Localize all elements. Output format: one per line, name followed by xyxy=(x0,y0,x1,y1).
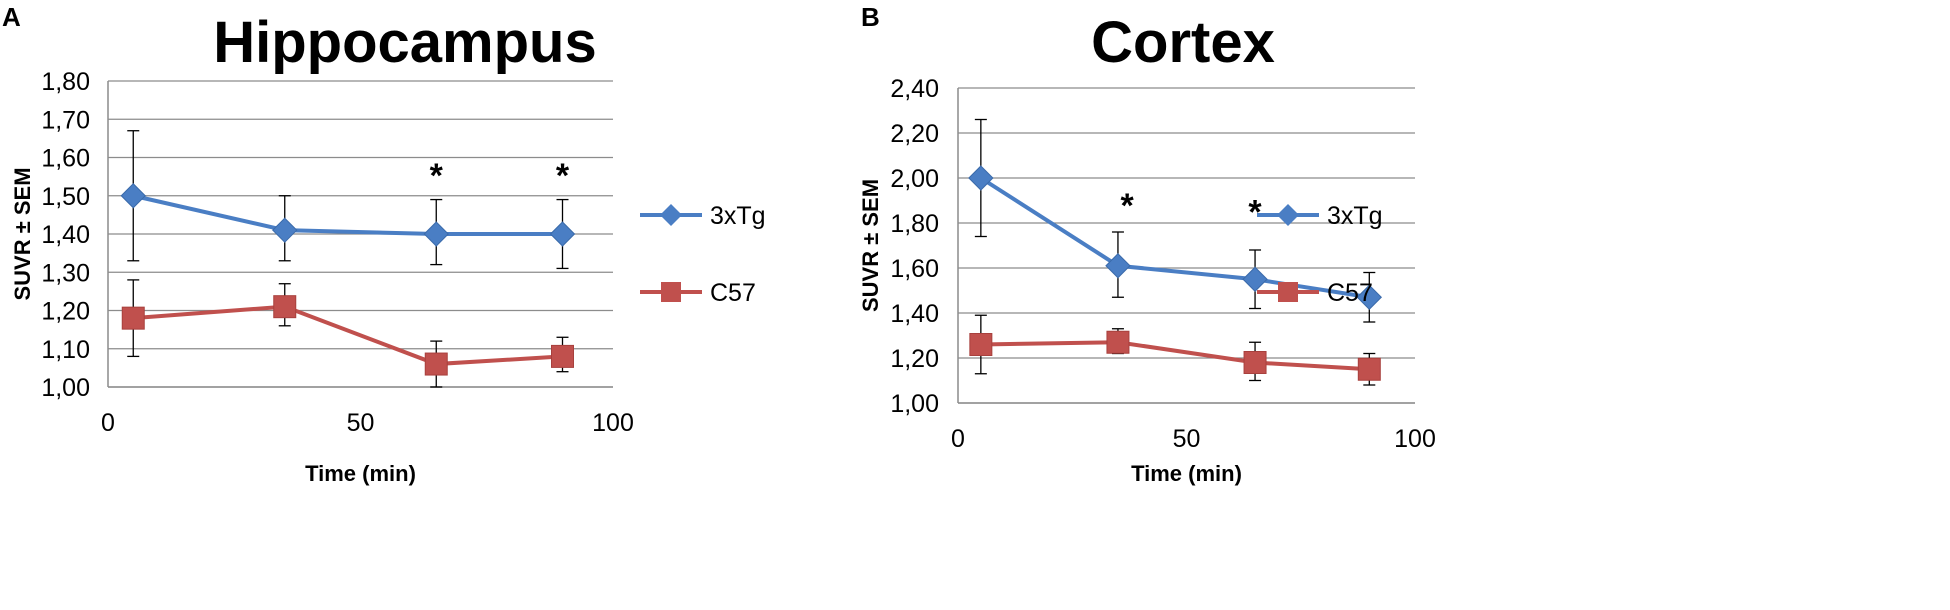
significance-marker: * xyxy=(556,157,570,195)
y-tick-label: 2,40 xyxy=(890,75,939,103)
data-point xyxy=(968,165,994,191)
x-tick-label: 50 xyxy=(347,409,375,437)
series-line xyxy=(979,176,1370,300)
y-tick-label: 1,30 xyxy=(41,259,90,287)
data-point xyxy=(273,295,297,319)
x-tick-label: 0 xyxy=(951,425,965,453)
y-tick-label: 1,20 xyxy=(890,345,939,373)
data-point xyxy=(1356,284,1383,310)
data-point xyxy=(272,217,298,243)
x-tick-label: 0 xyxy=(101,409,115,437)
y-tick-label: 1,70 xyxy=(41,106,90,134)
y-tick-label: 2,20 xyxy=(890,120,939,148)
series-c57 xyxy=(969,314,1381,386)
y-tick-label: 1,80 xyxy=(890,210,939,238)
series-line xyxy=(132,193,563,236)
data-point xyxy=(1105,253,1131,279)
series-line xyxy=(980,340,1370,372)
data-point xyxy=(549,221,576,247)
legend-label: C57 xyxy=(710,279,756,307)
x-axis-title: Time (min) xyxy=(1131,461,1242,486)
y-axis-title: SUVR ± SEM xyxy=(10,167,35,300)
series-3xtg xyxy=(120,130,576,270)
y-tick-label: 1,50 xyxy=(41,183,90,211)
series-line xyxy=(133,304,563,367)
data-point xyxy=(1106,330,1130,354)
panel-b: B Cortex 1,00 1,20 1,40 1,60 1,80 2,00 2,20 2,40 0… xyxy=(858,2,1436,486)
y-tick-label: 1,00 xyxy=(890,390,939,418)
significance-marker: * xyxy=(1248,194,1262,232)
y-tick-label: 1,40 xyxy=(41,221,90,249)
data-point xyxy=(1357,357,1381,381)
legend-label: 3xTg xyxy=(1327,202,1383,230)
series-3xtg xyxy=(968,118,1383,323)
data-point xyxy=(423,221,449,247)
panel-label: B xyxy=(861,2,880,32)
y-tick-label: 1,20 xyxy=(41,298,90,326)
y-tick-label: 1,60 xyxy=(890,255,939,283)
x-tick-label: 50 xyxy=(1173,425,1201,453)
panel-a: A Hippocampus 1,00 1,10 1,20 1,30 1,40 1,50 1,60… xyxy=(2,2,766,486)
y-tick-label: 2,00 xyxy=(890,165,939,193)
legend-label: C57 xyxy=(1327,279,1373,307)
legend-marker xyxy=(1277,204,1299,226)
series-c57 xyxy=(121,279,574,388)
y-tick-label: 1,40 xyxy=(890,300,939,328)
x-tick-label: 100 xyxy=(592,409,634,437)
y-axis-title: SUVR ± SEM xyxy=(858,179,883,312)
y-tick-label: 1,00 xyxy=(41,374,90,402)
data-point xyxy=(424,352,448,376)
y-tick-label: 1,80 xyxy=(41,68,90,96)
data-point xyxy=(121,306,145,330)
legend-marker xyxy=(1278,282,1298,302)
data-point xyxy=(551,344,574,368)
significance-marker: * xyxy=(430,157,444,195)
legend-marker xyxy=(661,282,681,302)
chart-title: Cortex xyxy=(1091,10,1275,75)
chart-title: Hippocampus xyxy=(213,10,597,75)
data-point xyxy=(120,183,146,209)
y-tick-label: 1,60 xyxy=(41,145,90,173)
x-axis-title: Time (min) xyxy=(305,461,416,486)
data-point xyxy=(1242,266,1268,292)
significance-marker: * xyxy=(1120,187,1134,225)
data-point xyxy=(1243,351,1267,374)
data-point xyxy=(969,333,993,356)
legend-marker xyxy=(660,204,682,226)
legend-label: 3xTg xyxy=(710,202,766,230)
x-tick-label: 100 xyxy=(1394,425,1436,453)
panel-label: A xyxy=(2,2,21,32)
y-tick-label: 1,10 xyxy=(41,336,90,364)
